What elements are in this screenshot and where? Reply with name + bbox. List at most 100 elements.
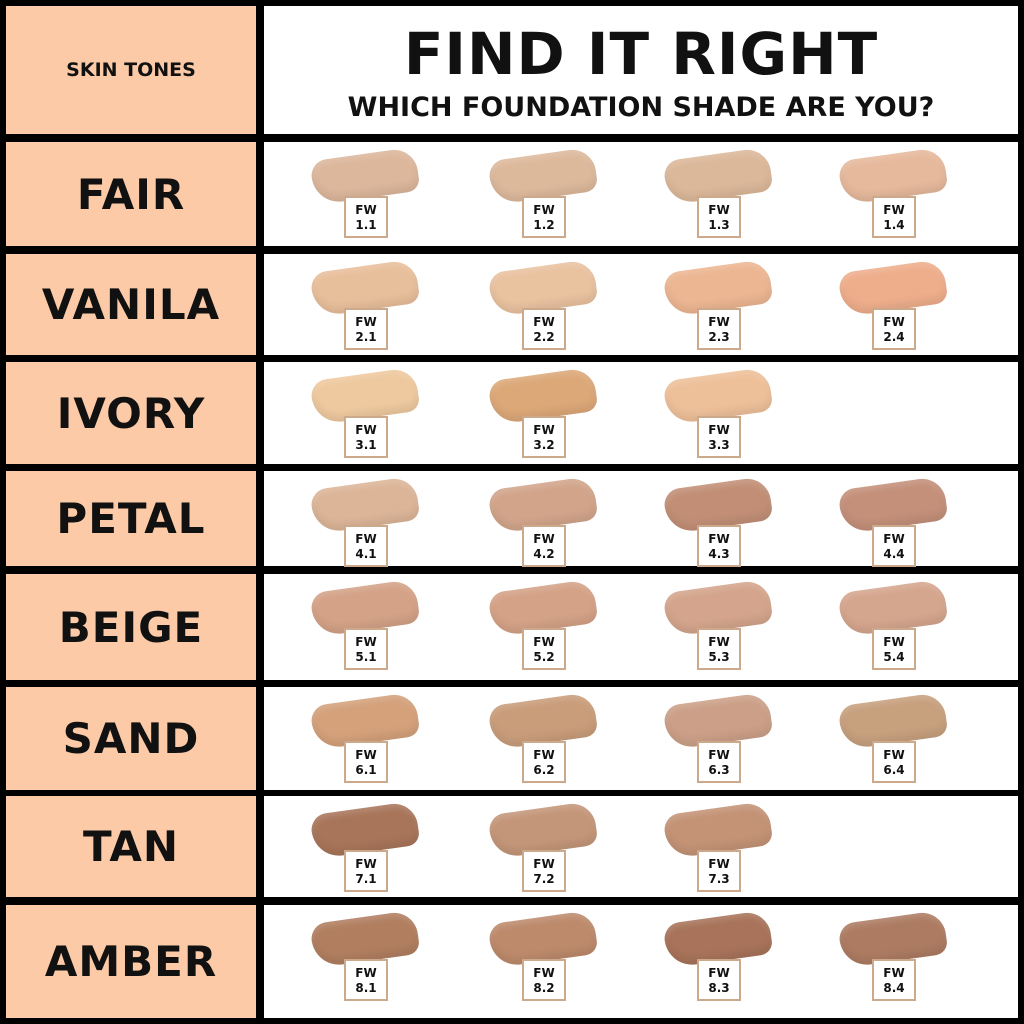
shade-prefix: FW bbox=[355, 315, 377, 329]
page-subtitle: WHICH FOUNDATION SHADE ARE YOU? bbox=[347, 92, 935, 123]
shade-code: 1.1 bbox=[355, 218, 377, 232]
shade-code-label: FW 5.1 bbox=[344, 628, 388, 670]
shade-code: 5.2 bbox=[533, 650, 555, 664]
shade-prefix: FW bbox=[708, 857, 730, 871]
shade-item: FW 8.4 bbox=[837, 909, 950, 1009]
shade-row: FW 8.1 FW 8.2 FW 8.3 FW 8.4 bbox=[264, 905, 1018, 1018]
shade-code: 6.4 bbox=[883, 763, 905, 777]
shade-row: FW 7.1 FW 7.2 FW 7.3 bbox=[264, 796, 1018, 897]
shade-code: 2.4 bbox=[883, 330, 905, 344]
shade-item: FW 5.1 bbox=[309, 578, 422, 678]
shade-code-label: FW 6.2 bbox=[522, 741, 566, 783]
shade-item: FW 2.3 bbox=[662, 258, 775, 358]
shade-code: 1.2 bbox=[533, 218, 555, 232]
shade-code-label: FW 8.3 bbox=[697, 959, 741, 1001]
shade-item: FW 6.1 bbox=[309, 691, 422, 791]
shade-prefix: FW bbox=[355, 532, 377, 546]
shade-prefix: FW bbox=[533, 748, 555, 762]
shade-row: FW 6.1 FW 6.2 FW 6.3 FW 6.4 bbox=[264, 687, 1018, 790]
shade-code-label: FW 2.2 bbox=[522, 308, 566, 350]
shade-code: 3.2 bbox=[533, 438, 555, 452]
shade-code-label: FW 2.3 bbox=[697, 308, 741, 350]
shade-item: FW 8.1 bbox=[309, 909, 422, 1009]
shade-item: FW 4.3 bbox=[662, 475, 775, 575]
shade-prefix: FW bbox=[708, 966, 730, 980]
shade-prefix: FW bbox=[708, 423, 730, 437]
shade-item: FW 7.3 bbox=[662, 800, 775, 900]
shade-code: 6.3 bbox=[708, 763, 730, 777]
shade-code-label: FW 7.3 bbox=[697, 850, 741, 892]
shade-code-label: FW 1.1 bbox=[344, 196, 388, 238]
shade-item: FW 8.3 bbox=[662, 909, 775, 1009]
shade-code-label: FW 3.3 bbox=[697, 416, 741, 458]
shade-code-label: FW 5.2 bbox=[522, 628, 566, 670]
page-title: FIND IT RIGHT bbox=[403, 20, 879, 88]
shade-code: 2.1 bbox=[355, 330, 377, 344]
shade-code: 5.3 bbox=[708, 650, 730, 664]
shade-code-label: FW 2.4 bbox=[872, 308, 916, 350]
shade-item: FW 1.2 bbox=[487, 146, 600, 246]
shade-code: 2.2 bbox=[533, 330, 555, 344]
shade-row: FW 1.1 FW 1.2 FW 1.3 FW 1.4 bbox=[264, 142, 1018, 246]
shade-item: FW 3.2 bbox=[487, 366, 600, 466]
skin-tone-label: SAND bbox=[6, 687, 256, 790]
shade-item: FW 1.4 bbox=[837, 146, 950, 246]
skin-tones-header: SKIN TONES bbox=[6, 6, 256, 134]
shade-prefix: FW bbox=[355, 966, 377, 980]
shade-code-label: FW 2.1 bbox=[344, 308, 388, 350]
shade-prefix: FW bbox=[708, 315, 730, 329]
shade-prefix: FW bbox=[533, 315, 555, 329]
shade-code: 6.2 bbox=[533, 763, 555, 777]
shade-code-label: FW 4.2 bbox=[522, 525, 566, 567]
shade-prefix: FW bbox=[533, 857, 555, 871]
shade-code: 8.3 bbox=[708, 981, 730, 995]
shade-row: FW 3.1 FW 3.2 FW 3.3 bbox=[264, 362, 1018, 464]
shade-code: 5.4 bbox=[883, 650, 905, 664]
shade-prefix: FW bbox=[883, 532, 905, 546]
shade-item: FW 4.2 bbox=[487, 475, 600, 575]
shade-code: 8.4 bbox=[883, 981, 905, 995]
skin-tone-label: PETAL bbox=[6, 471, 256, 566]
shade-prefix: FW bbox=[533, 635, 555, 649]
skin-tone-label: IVORY bbox=[6, 362, 256, 464]
shade-prefix: FW bbox=[708, 532, 730, 546]
shade-item: FW 5.3 bbox=[662, 578, 775, 678]
skin-tone-label: FAIR bbox=[6, 142, 256, 246]
shade-code-label: FW 6.1 bbox=[344, 741, 388, 783]
shade-item: FW 3.1 bbox=[309, 366, 422, 466]
shade-item: FW 6.2 bbox=[487, 691, 600, 791]
title-header: FIND IT RIGHT WHICH FOUNDATION SHADE ARE… bbox=[264, 6, 1018, 134]
shade-prefix: FW bbox=[883, 966, 905, 980]
shade-code-label: FW 5.3 bbox=[697, 628, 741, 670]
shade-code-label: FW 4.4 bbox=[872, 525, 916, 567]
shade-code-label: FW 3.1 bbox=[344, 416, 388, 458]
shade-item: FW 2.1 bbox=[309, 258, 422, 358]
shade-item: FW 8.2 bbox=[487, 909, 600, 1009]
shade-code: 3.3 bbox=[708, 438, 730, 452]
shade-code: 4.4 bbox=[883, 547, 905, 561]
shade-code-label: FW 1.4 bbox=[872, 196, 916, 238]
shade-code-label: FW 8.2 bbox=[522, 959, 566, 1001]
shade-code-label: FW 8.1 bbox=[344, 959, 388, 1001]
shade-item: FW 7.1 bbox=[309, 800, 422, 900]
shade-code-label: FW 7.1 bbox=[344, 850, 388, 892]
shade-code-label: FW 4.1 bbox=[344, 525, 388, 567]
shade-code-label: FW 8.4 bbox=[872, 959, 916, 1001]
shade-code: 7.1 bbox=[355, 872, 377, 886]
shade-code-label: FW 4.3 bbox=[697, 525, 741, 567]
shade-item: FW 5.4 bbox=[837, 578, 950, 678]
shade-item: FW 6.3 bbox=[662, 691, 775, 791]
shade-code: 8.2 bbox=[533, 981, 555, 995]
shade-prefix: FW bbox=[883, 748, 905, 762]
shade-item: FW 4.4 bbox=[837, 475, 950, 575]
shade-prefix: FW bbox=[883, 203, 905, 217]
shade-code-label: FW 6.4 bbox=[872, 741, 916, 783]
shade-prefix: FW bbox=[708, 203, 730, 217]
shade-code: 4.3 bbox=[708, 547, 730, 561]
shade-code: 2.3 bbox=[708, 330, 730, 344]
shade-item: FW 6.4 bbox=[837, 691, 950, 791]
skin-tone-label: TAN bbox=[6, 796, 256, 897]
shade-prefix: FW bbox=[883, 315, 905, 329]
shade-prefix: FW bbox=[355, 635, 377, 649]
shade-prefix: FW bbox=[533, 423, 555, 437]
